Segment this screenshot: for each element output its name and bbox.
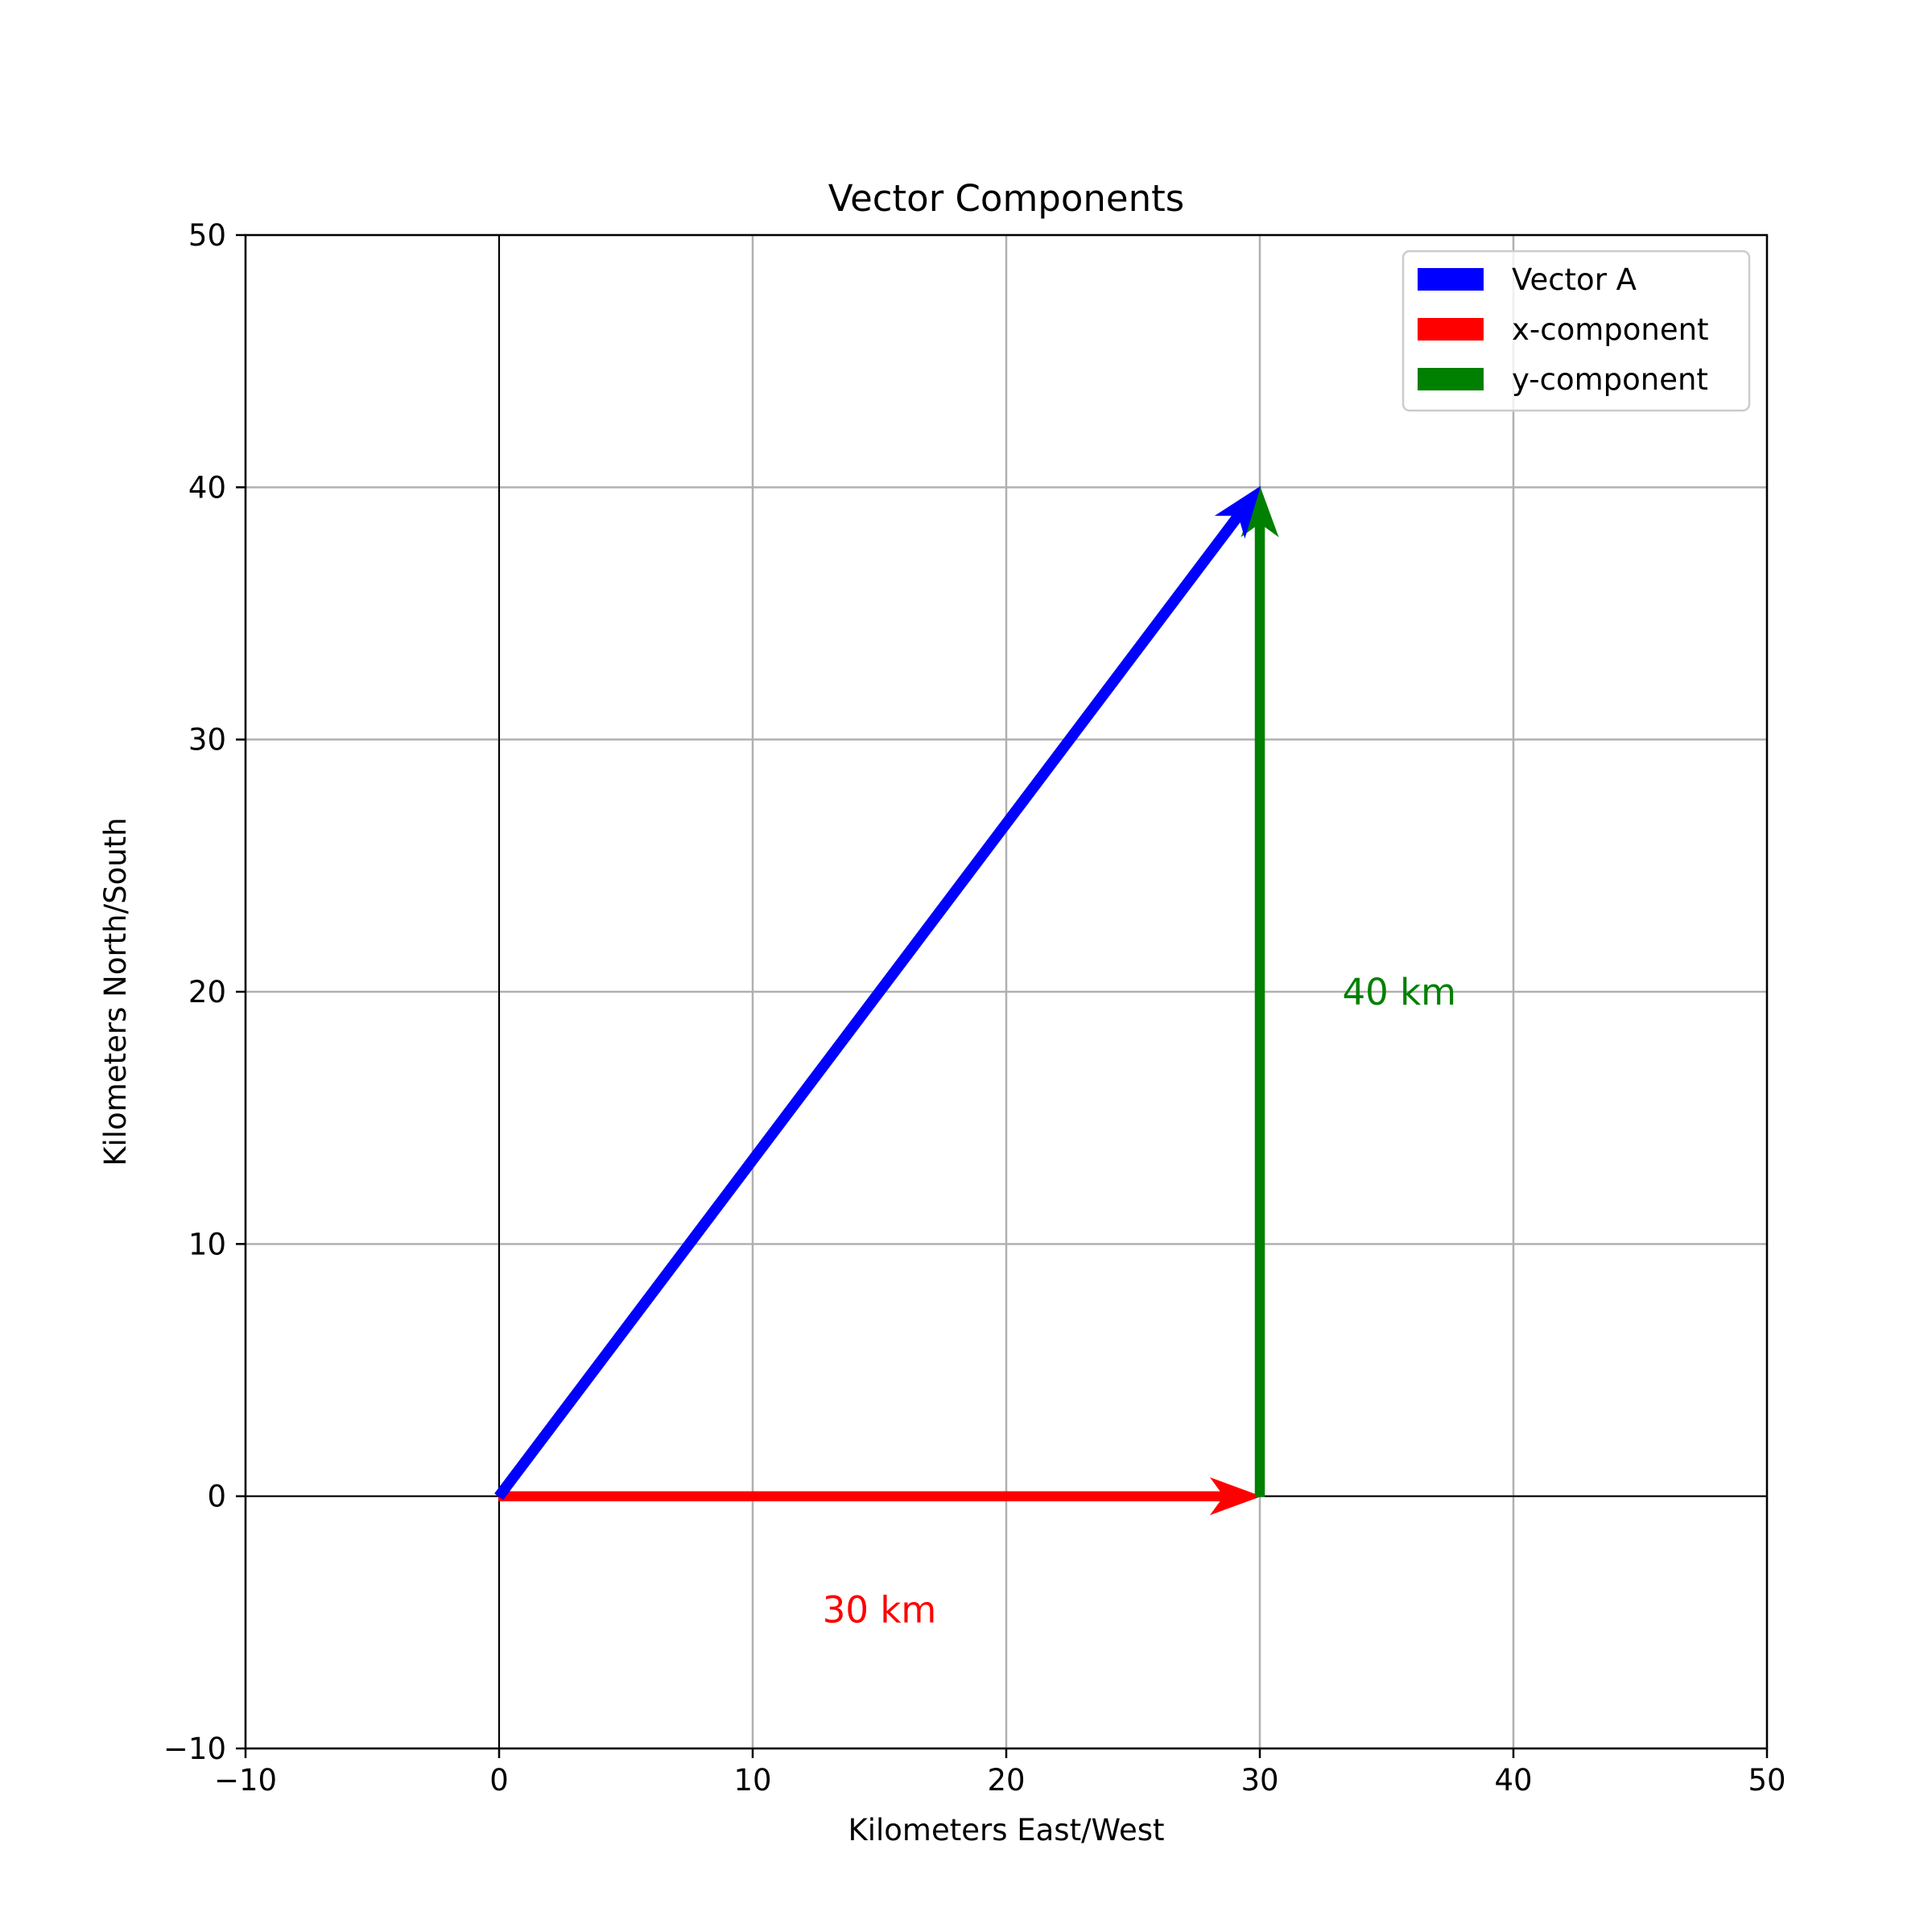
x-tick-label: 10	[733, 1763, 771, 1798]
annotation-label: 40 km	[1343, 971, 1456, 1013]
legend-swatch	[1418, 368, 1484, 390]
x-tick-label: 30	[1241, 1763, 1278, 1798]
legend-label: Vector A	[1512, 262, 1637, 297]
legend-swatch	[1418, 268, 1484, 291]
x-tick-label: 50	[1748, 1763, 1785, 1798]
y-tick-label: 20	[188, 975, 226, 1009]
vector-arrow-x-component	[498, 1477, 1262, 1516]
vector-arrow-vector-a	[494, 485, 1261, 1501]
x-tick-label: −10	[214, 1763, 277, 1798]
legend-box	[1402, 250, 1751, 412]
y-tick-label: 0	[207, 1480, 226, 1514]
x-tick-label: 20	[987, 1763, 1025, 1798]
legend-label: x-component	[1512, 312, 1709, 347]
ticks: −10 0 10 20 30 40 50 −10 0 10 20 30 40 50	[163, 218, 1786, 1798]
y-tick-label: −10	[163, 1732, 226, 1766]
y-tick-label: 40	[188, 470, 226, 505]
x-axis-label: Kilometers East/West	[848, 1813, 1164, 1847]
chart-title: Vector Components	[828, 177, 1184, 220]
vectors	[494, 485, 1279, 1516]
annotation-label: 30 km	[823, 1589, 936, 1632]
y-axis-label: Kilometers North/South	[98, 817, 133, 1166]
legend-label: y-component	[1512, 362, 1708, 397]
y-tick-label: 30	[188, 723, 226, 758]
x-tick-label: 0	[489, 1763, 509, 1798]
legend-swatch	[1418, 318, 1484, 341]
annotations: 30 km 40 km	[823, 971, 1456, 1632]
y-tick-label: 50	[188, 218, 226, 253]
x-tick-label: 40	[1494, 1763, 1532, 1798]
y-tick-label: 10	[188, 1227, 226, 1261]
legend: Vector A x-component y-component	[1402, 250, 1751, 412]
